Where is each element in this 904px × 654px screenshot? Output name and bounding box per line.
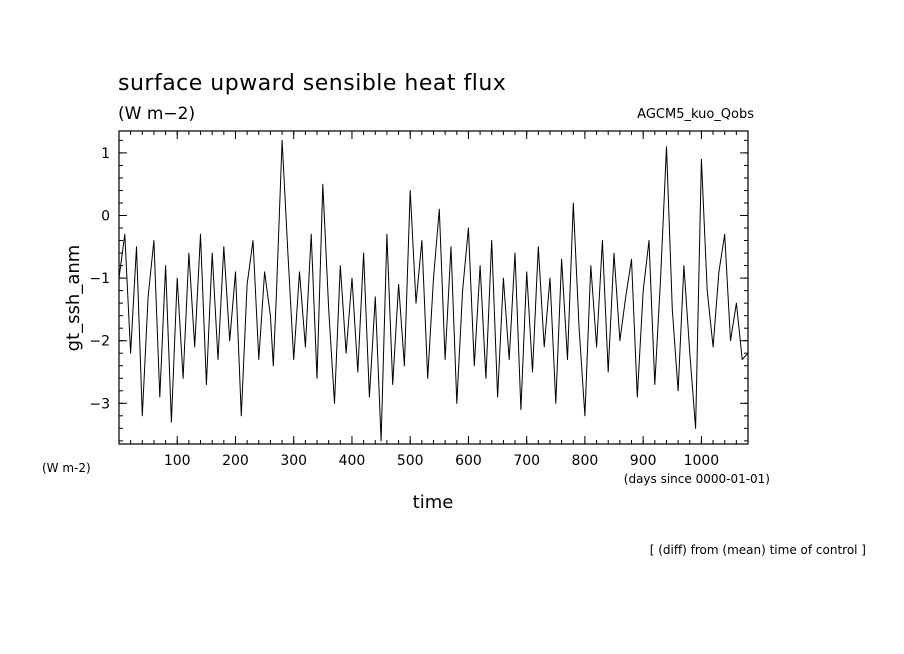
y-tick-label: 1: [101, 146, 110, 162]
y-axis-label: gt_ssh_anm: [63, 245, 84, 352]
axis-tick-labels: 100 200 300 400 500 600 700 800 900 1000 1 0 −1 −2 −3: [89, 146, 719, 469]
series-line: [118, 139, 749, 442]
x-tick-label: 800: [572, 453, 599, 469]
x-tick-label: 1000: [684, 453, 720, 469]
x-tick-label: 900: [630, 453, 657, 469]
y-tick-label: 0: [101, 209, 110, 225]
x-axis-label: time: [413, 492, 454, 513]
y-tick-label: −1: [89, 271, 110, 287]
x-tick-label: 100: [164, 453, 191, 469]
plot-frame: [118, 130, 749, 445]
y-tick-label: −2: [89, 334, 110, 350]
footnote: [ (diff) from (mean) time of control ]: [650, 543, 866, 557]
x-tick-label: 400: [339, 453, 366, 469]
y-axis-units: (W m-2): [42, 461, 91, 475]
y-tick-label: −3: [89, 396, 110, 412]
x-tick-label: 600: [455, 453, 482, 469]
chart-title: surface upward sensible heat flux: [118, 71, 506, 96]
x-tick-label: 500: [397, 453, 424, 469]
title-units: (W m−2): [118, 104, 195, 124]
axis-ticks: [119, 131, 748, 444]
x-tick-label: 200: [222, 453, 249, 469]
x-tick-label: 300: [280, 453, 307, 469]
x-tick-label: 700: [513, 453, 540, 469]
data-layer: [118, 139, 749, 442]
x-axis-units: (days since 0000-01-01): [624, 472, 770, 486]
source-label: AGCM5_kuo_Qobs: [637, 107, 754, 122]
